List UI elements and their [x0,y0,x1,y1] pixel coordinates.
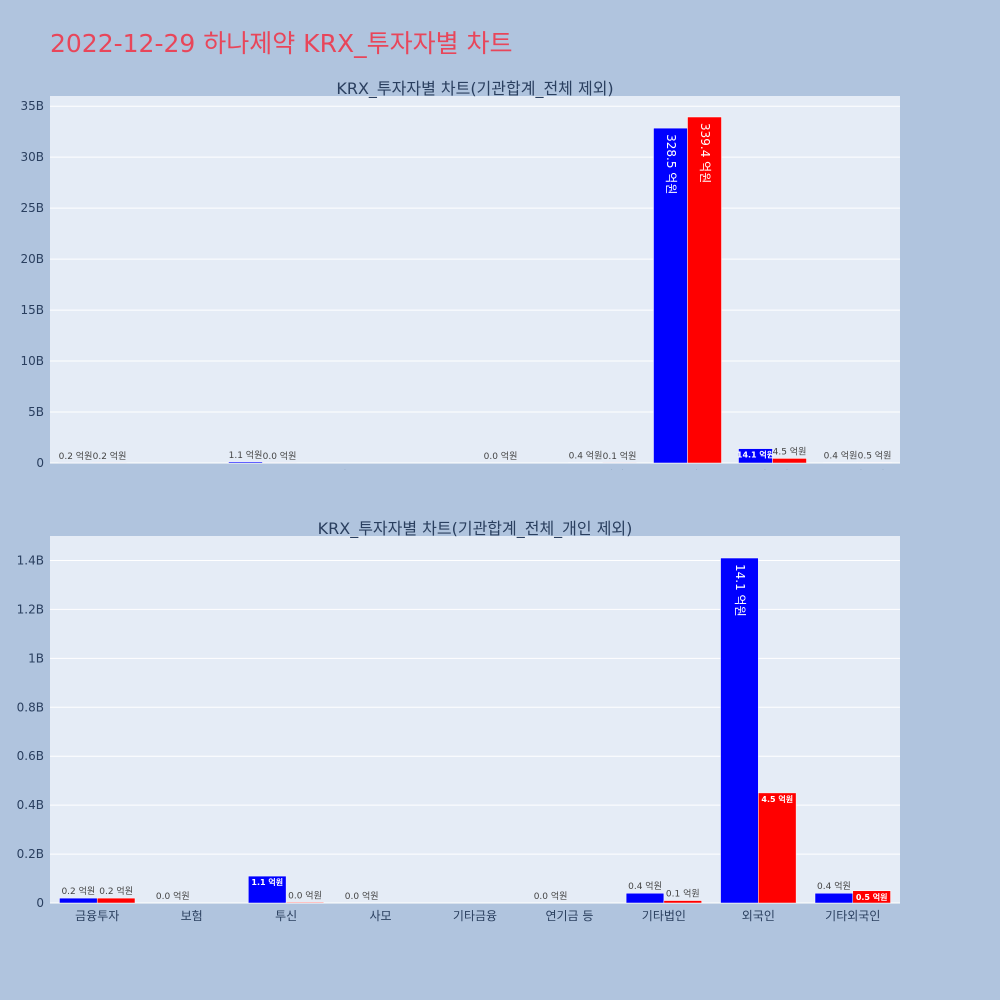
x-tick-label: 기타외국인 [830,469,885,470]
x-tick-label: 기타금융 [453,909,497,923]
data-label: 0.1 억원 [666,888,700,900]
y-tick-label: 35B [20,99,44,113]
data-label: 0.0 억원 [484,450,518,462]
data-label: 0.0 억원 [156,890,190,902]
data-label: 0.4 억원 [628,880,662,892]
y-tick-label: 0.6B [17,749,44,763]
data-label: 328.5 억원 [664,134,678,194]
bar [625,892,665,904]
chart-title: KRX_투자자별 차트(기관합계_전체 제외) [336,79,613,99]
x-tick-label: 보험 [181,909,203,923]
y-tick-label: 0 [36,456,44,470]
bar [738,448,773,464]
x-tick-label: 연기금 등 [545,909,593,923]
y-tick-label: 1.4B [17,553,44,567]
x-tick-label: 개인 [676,469,698,470]
x-tick-label: 사모 [370,909,392,923]
x-tick-label: 연기금 등 [494,469,542,470]
x-tick-label: 투신 [275,909,297,923]
y-tick-label: 20B [20,252,44,266]
data-label: 0.0 억원 [345,890,379,902]
data-label: 4.5 억원 [761,794,793,804]
y-tick-label: 30B [20,150,44,164]
bar [852,890,891,904]
bar [228,461,263,464]
chart-bottom: KRX_투자자별 차트(기관합계_전체_개인 제외) 0 0.2B 0.4B 0.6B 0… [17,519,900,923]
bar [653,127,688,464]
data-label: 0.2 억원 [93,450,127,462]
page-title: 2022-12-29 하나제약 KRX_투자자별 차트 [50,29,513,58]
data-label: 14.1 억원 [737,450,774,460]
data-label: 0.4 억원 [569,450,603,462]
x-tick-label: 투신 [251,469,273,470]
x-tick-label: 외국인 [742,909,775,923]
x-tick-label: 기타법인 [580,469,624,470]
data-label: 1.1 억원 [251,877,283,887]
x-tick-label: 기타금융 [410,469,454,470]
chart-top: KRX_투자자별 차트(기관합계_전체 제외) 0 5B 10B 15B 20B 25B 30… [20,79,900,470]
bar [285,902,325,904]
x-tick-label: 기타법인 [642,909,686,923]
bar [248,875,287,904]
data-label: 1.1 억원 [229,449,263,461]
x-tick-label: 사모 [336,469,358,470]
data-label: 0.0 억원 [263,450,297,462]
y-tick-label: 0 [36,896,44,910]
y-tick-label: 25B [20,201,44,215]
x-tick-label: 보험 [166,469,188,470]
data-label: 0.5 억원 [856,892,888,902]
data-label: 4.5 억원 [773,445,807,457]
data-label: 0.4 억원 [817,880,851,892]
bar [814,892,854,904]
data-label: 0.1 억원 [603,450,637,462]
chart-title: KRX_투자자별 차트(기관합계_전체_개인 제외) [318,519,633,539]
bar [857,462,892,464]
bar [96,897,136,904]
x-tick-label: 외국인 [756,469,789,470]
data-label: 0.2 억원 [61,885,95,897]
y-tick-label: 1B [28,651,44,665]
y-tick-label: 10B [20,354,44,368]
y-tick-label: 1.2B [17,602,44,616]
data-label: 0.0 억원 [534,890,568,902]
data-label: 339.4 억원 [698,123,712,183]
data-label: 0.4 억원 [824,450,858,462]
bar [663,900,702,904]
bar [772,458,807,464]
bar [758,792,797,904]
data-label: 0.2 억원 [59,450,93,462]
data-label: 0.5 억원 [858,449,892,461]
x-tick-label: 금융투자 [75,909,119,923]
y-tick-label: 0.2B [17,847,44,861]
bar [720,557,759,904]
data-label: 14.1 억원 [733,564,747,617]
data-label: 0.0 억원 [288,889,322,901]
y-tick-label: 0.4B [17,798,44,812]
y-tick-label: 0.8B [17,700,44,714]
x-tick-label: 금융투자 [70,469,114,470]
bar [59,897,98,904]
y-tick-label: 5B [28,405,44,419]
plot-area [50,96,900,463]
x-tick-label: 기타외국인 [825,909,880,923]
bar [687,116,722,464]
data-label: 0.2 억원 [99,885,133,897]
y-tick-label: 15B [20,303,44,317]
